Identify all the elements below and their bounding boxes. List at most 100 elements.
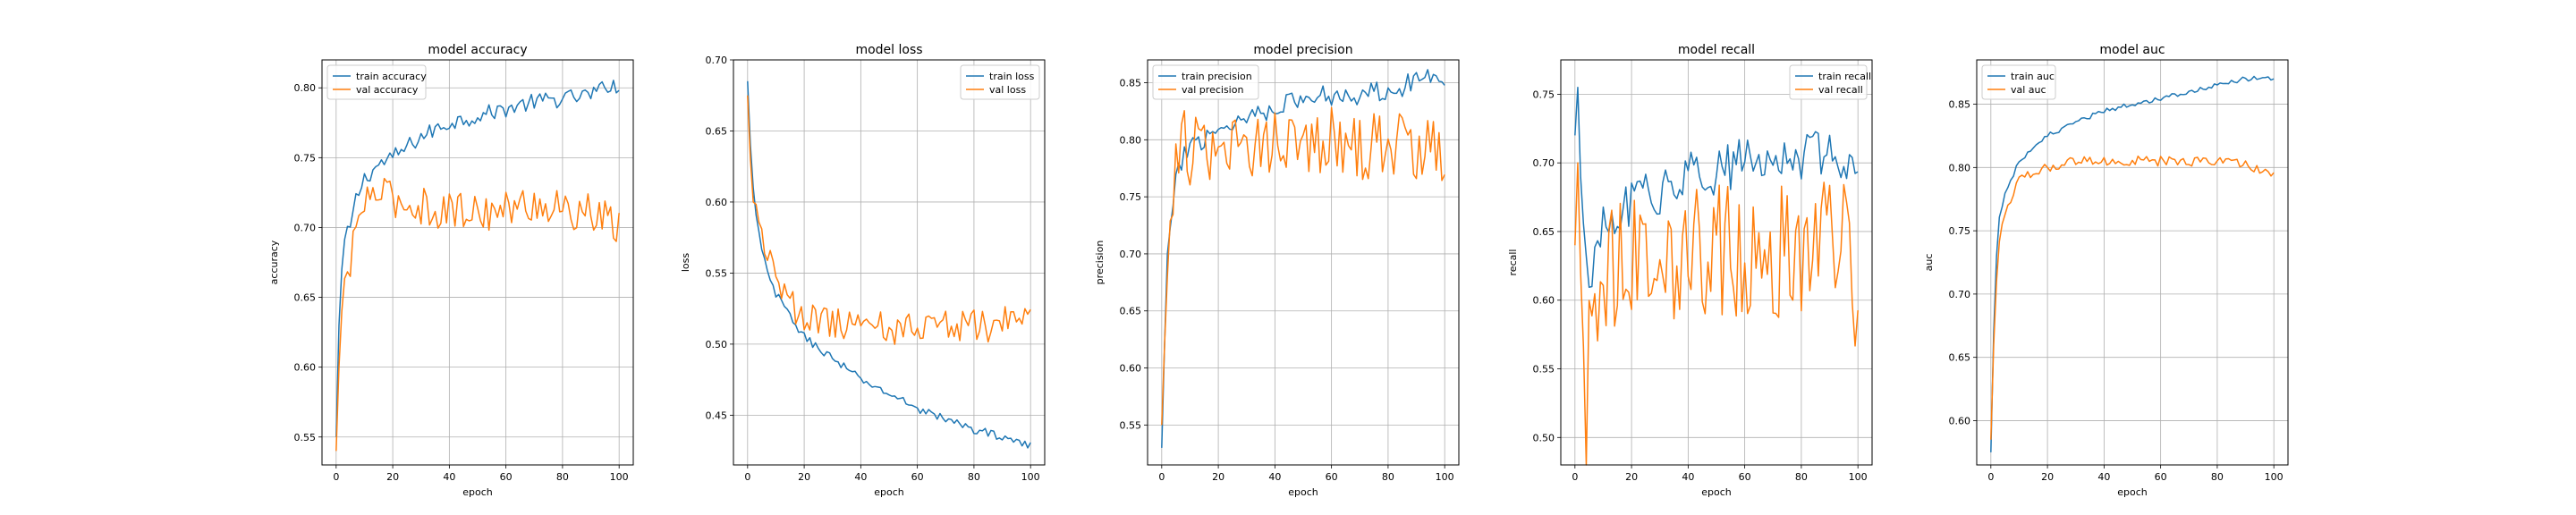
series-line <box>747 95 1031 345</box>
x-tick-label: 40 <box>1268 471 1281 483</box>
x-tick-label: 20 <box>798 471 810 483</box>
y-tick-label: 0.65 <box>294 292 317 304</box>
y-tick-label: 0.60 <box>1120 363 1142 375</box>
chart-title: model auc <box>2099 43 2165 57</box>
y-tick-label: 0.65 <box>706 125 728 137</box>
y-axis-label: accuracy <box>268 240 280 284</box>
series-line <box>335 177 620 452</box>
legend: train auc val auc <box>1981 64 2056 100</box>
x-tick-label: 100 <box>1021 471 1040 483</box>
legend: train precision val precision <box>1152 64 1259 100</box>
x-tick-label: 80 <box>1795 471 1808 483</box>
y-tick-label: 0.50 <box>706 339 728 350</box>
plot-frame <box>1560 59 1873 466</box>
y-axis-label: loss <box>680 253 691 273</box>
legend-entry: train recall <box>1818 71 1871 82</box>
x-tick-label: 80 <box>2211 471 2224 483</box>
y-tick-label: 0.60 <box>706 197 728 208</box>
series-line <box>747 80 1031 449</box>
y-tick-label: 0.45 <box>706 409 728 421</box>
x-tick-label: 40 <box>2097 471 2110 483</box>
x-tick-label: 80 <box>968 471 980 483</box>
chart-panel: model recall 0 20 40 60 80 100 0.50 0.55 0.60 0.65… <box>1507 43 1873 498</box>
plot-frame <box>1976 59 2289 466</box>
legend: train recall val recall <box>1789 64 1871 100</box>
legend-entry: val recall <box>1818 84 1863 96</box>
series-line <box>1990 155 2275 440</box>
legend-entry: train loss <box>989 71 1035 82</box>
x-tick-label: 60 <box>1739 471 1751 483</box>
x-tick-label: 40 <box>1682 471 1694 483</box>
y-tick-label: 0.60 <box>1533 295 1555 307</box>
y-tick-label: 0.75 <box>1120 191 1142 203</box>
x-tick-label: 0 <box>1572 471 1578 483</box>
legend: train loss val loss <box>960 64 1040 100</box>
x-axis-label: epoch <box>1288 486 1318 498</box>
x-tick-label: 100 <box>2265 471 2284 483</box>
legend-entry: train precision <box>1182 71 1252 82</box>
legend-box <box>1981 64 2056 100</box>
chart-panel: model loss 0 20 40 60 80 100 0.45 0.50 0.55 0.60 0.… <box>680 43 1046 498</box>
chart-panel: model auc 0 20 40 60 80 100 0.60 0.65 0.70 0.75 0.8… <box>1923 43 2289 498</box>
y-tick-label: 0.65 <box>1533 226 1555 238</box>
x-tick-label: 60 <box>911 471 924 483</box>
legend-entry: val loss <box>989 84 1026 96</box>
y-tick-label: 0.80 <box>1949 162 1971 173</box>
x-axis-label: epoch <box>462 486 493 498</box>
y-tick-label: 0.65 <box>1120 306 1142 317</box>
plot-frame <box>321 59 634 466</box>
y-tick-label: 0.65 <box>1949 352 1971 364</box>
y-tick-label: 0.60 <box>294 362 317 374</box>
plot-frame <box>733 59 1046 466</box>
series-line <box>1990 75 2275 452</box>
y-tick-label: 0.70 <box>706 55 728 66</box>
y-axis-label: auc <box>1923 254 1935 272</box>
y-tick-label: 0.75 <box>1949 225 1971 237</box>
y-axis-label: precision <box>1094 241 1106 285</box>
chart-title: model recall <box>1678 43 1755 57</box>
legend-box <box>1152 64 1259 100</box>
series-line <box>335 80 620 437</box>
x-tick-label: 40 <box>443 471 455 483</box>
x-tick-label: 80 <box>556 471 569 483</box>
series-line <box>1574 86 1859 289</box>
x-tick-label: 100 <box>1849 471 1868 483</box>
x-tick-label: 100 <box>1436 471 1454 483</box>
x-tick-label: 80 <box>1382 471 1394 483</box>
y-tick-label: 0.55 <box>1120 419 1142 431</box>
y-tick-label: 0.50 <box>1533 432 1555 443</box>
legend-entry: val auc <box>2011 84 2046 96</box>
y-tick-label: 0.70 <box>1533 157 1555 169</box>
x-tick-label: 20 <box>1212 471 1224 483</box>
x-tick-label: 20 <box>2041 471 2054 483</box>
chart-title: model accuracy <box>428 43 527 57</box>
legend-entry: train accuracy <box>356 71 427 82</box>
series-line <box>1161 69 1445 448</box>
x-tick-label: 60 <box>500 471 513 483</box>
x-tick-label: 0 <box>333 471 339 483</box>
chart-title: model loss <box>855 43 922 57</box>
x-axis-label: epoch <box>2117 486 2148 498</box>
y-tick-label: 0.80 <box>294 82 317 94</box>
legend-box <box>960 64 1040 100</box>
chart-title: model precision <box>1253 43 1352 57</box>
legend: train accuracy val accuracy <box>326 64 427 100</box>
y-tick-label: 0.55 <box>294 432 317 443</box>
x-tick-label: 0 <box>1158 471 1165 483</box>
y-tick-label: 0.55 <box>706 267 728 279</box>
x-axis-label: epoch <box>1701 486 1732 498</box>
chart-panel: model precision 0 20 40 60 80 100 0.55 0.60 0.65 0… <box>1094 43 1460 498</box>
legend-entry: val accuracy <box>356 84 419 96</box>
y-tick-label: 0.70 <box>1949 289 1971 300</box>
y-tick-label: 0.70 <box>1120 249 1142 260</box>
series-line <box>1161 106 1445 426</box>
y-tick-label: 0.75 <box>1533 89 1555 100</box>
x-tick-label: 100 <box>610 471 629 483</box>
x-tick-label: 20 <box>386 471 399 483</box>
plot-frame <box>1147 59 1460 466</box>
y-tick-label: 0.80 <box>1120 134 1142 146</box>
y-axis-label: recall <box>1507 249 1519 276</box>
x-axis-label: epoch <box>874 486 904 498</box>
legend-box <box>326 64 427 100</box>
